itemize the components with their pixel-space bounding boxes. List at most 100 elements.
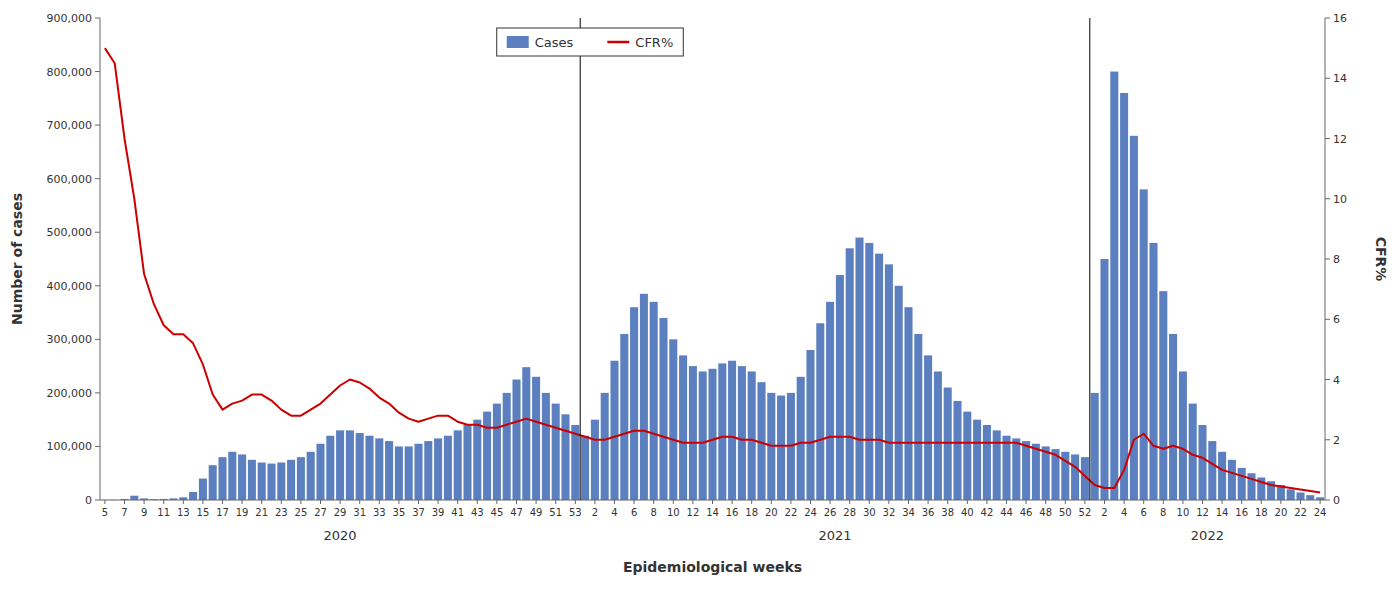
bar xyxy=(1022,441,1030,500)
bar xyxy=(346,430,354,500)
x-tick xyxy=(1280,500,1281,504)
legend-frame xyxy=(497,28,684,56)
bar xyxy=(1110,72,1118,500)
x-tick-label: 16 xyxy=(1235,507,1248,518)
y-tick-label: 100,000 xyxy=(47,440,93,453)
y2-tick-label: 16 xyxy=(1333,12,1347,25)
bar xyxy=(1189,404,1197,500)
bar xyxy=(1228,460,1236,500)
x-tick xyxy=(477,500,478,504)
x-tick xyxy=(163,500,164,504)
bar xyxy=(356,433,364,500)
bar xyxy=(973,420,981,500)
x-tick xyxy=(634,500,635,504)
y-tick xyxy=(95,446,100,447)
bar xyxy=(728,361,736,500)
x-tick-label: 6 xyxy=(1141,507,1147,518)
y2-tick xyxy=(1325,500,1330,501)
x-tick xyxy=(1202,500,1203,504)
x-tick xyxy=(242,500,243,504)
bar xyxy=(748,371,756,500)
y2-tick-label: 14 xyxy=(1333,72,1347,85)
bar xyxy=(718,363,726,500)
x-tick xyxy=(653,500,654,504)
y-tick-label: 500,000 xyxy=(47,226,93,239)
x-tick xyxy=(496,500,497,504)
y-tick xyxy=(95,18,100,19)
x-tick xyxy=(516,500,517,504)
x-tick xyxy=(947,500,948,504)
legend: CasesCFR% xyxy=(497,28,684,56)
y2-tick xyxy=(1325,18,1330,19)
y2-axis-label: CFR% xyxy=(1373,237,1389,282)
x-tick-label: 37 xyxy=(412,507,425,518)
bar xyxy=(620,334,628,500)
year-label: 2022 xyxy=(1191,528,1224,543)
bar xyxy=(1032,444,1040,500)
bar xyxy=(1042,446,1050,500)
x-tick xyxy=(1065,500,1066,504)
x-tick-label: 52 xyxy=(1079,507,1092,518)
x-tick-label: 24 xyxy=(1314,507,1327,518)
bar xyxy=(542,393,550,500)
bar xyxy=(630,307,638,500)
y2-tick-label: 0 xyxy=(1333,494,1340,507)
y-tick-label: 200,000 xyxy=(47,387,93,400)
bar xyxy=(189,492,197,500)
x-tick-label: 45 xyxy=(491,507,504,518)
x-tick xyxy=(300,500,301,504)
x-tick xyxy=(849,500,850,504)
year-label: 2021 xyxy=(818,528,851,543)
x-tick-label: 11 xyxy=(157,507,170,518)
bar xyxy=(885,264,893,500)
x-tick-label: 2 xyxy=(592,507,598,518)
x-tick xyxy=(1300,500,1301,504)
x-tick-label: 14 xyxy=(1216,507,1229,518)
x-axis-label: Epidemiological weeks xyxy=(623,559,802,575)
bar xyxy=(581,436,589,500)
x-tick-label: 24 xyxy=(804,507,817,518)
bar xyxy=(806,350,814,500)
x-tick xyxy=(144,500,145,504)
y-axis-label: Number of cases xyxy=(9,193,25,325)
bar xyxy=(934,371,942,500)
x-tick-label: 12 xyxy=(687,507,700,518)
x-tick xyxy=(986,500,987,504)
x-tick xyxy=(320,500,321,504)
bar xyxy=(512,380,520,501)
plot-marks xyxy=(101,48,1324,500)
bar xyxy=(1159,291,1167,500)
y2-tick xyxy=(1325,198,1330,199)
y2-tick-label: 2 xyxy=(1333,434,1340,447)
x-tick xyxy=(771,500,772,504)
legend-swatch xyxy=(607,41,629,44)
bar xyxy=(130,496,138,500)
x-tick xyxy=(614,500,615,504)
bar xyxy=(699,371,707,500)
x-tick xyxy=(340,500,341,504)
bar xyxy=(904,307,912,500)
x-tick xyxy=(751,500,752,504)
y2-tick-label: 10 xyxy=(1333,193,1347,206)
y-tick xyxy=(95,178,100,179)
x-tick xyxy=(967,500,968,504)
bar xyxy=(659,318,667,500)
x-tick-label: 22 xyxy=(785,507,798,518)
x-tick-label: 8 xyxy=(651,507,657,518)
y-tick xyxy=(95,392,100,393)
x-tick-label: 25 xyxy=(295,507,308,518)
x-tick-label: 28 xyxy=(843,507,856,518)
x-tick xyxy=(418,500,419,504)
bar xyxy=(1306,495,1314,500)
y-tick-label: 0 xyxy=(85,494,92,507)
bar xyxy=(983,425,991,500)
x-tick-label: 16 xyxy=(726,507,739,518)
x-tick-label: 43 xyxy=(471,507,484,518)
x-tick xyxy=(1026,500,1027,504)
bar xyxy=(307,452,315,500)
bar xyxy=(924,355,932,500)
bar xyxy=(454,430,462,500)
x-tick xyxy=(673,500,674,504)
x-tick xyxy=(732,500,733,504)
x-tick-label: 8 xyxy=(1160,507,1166,518)
